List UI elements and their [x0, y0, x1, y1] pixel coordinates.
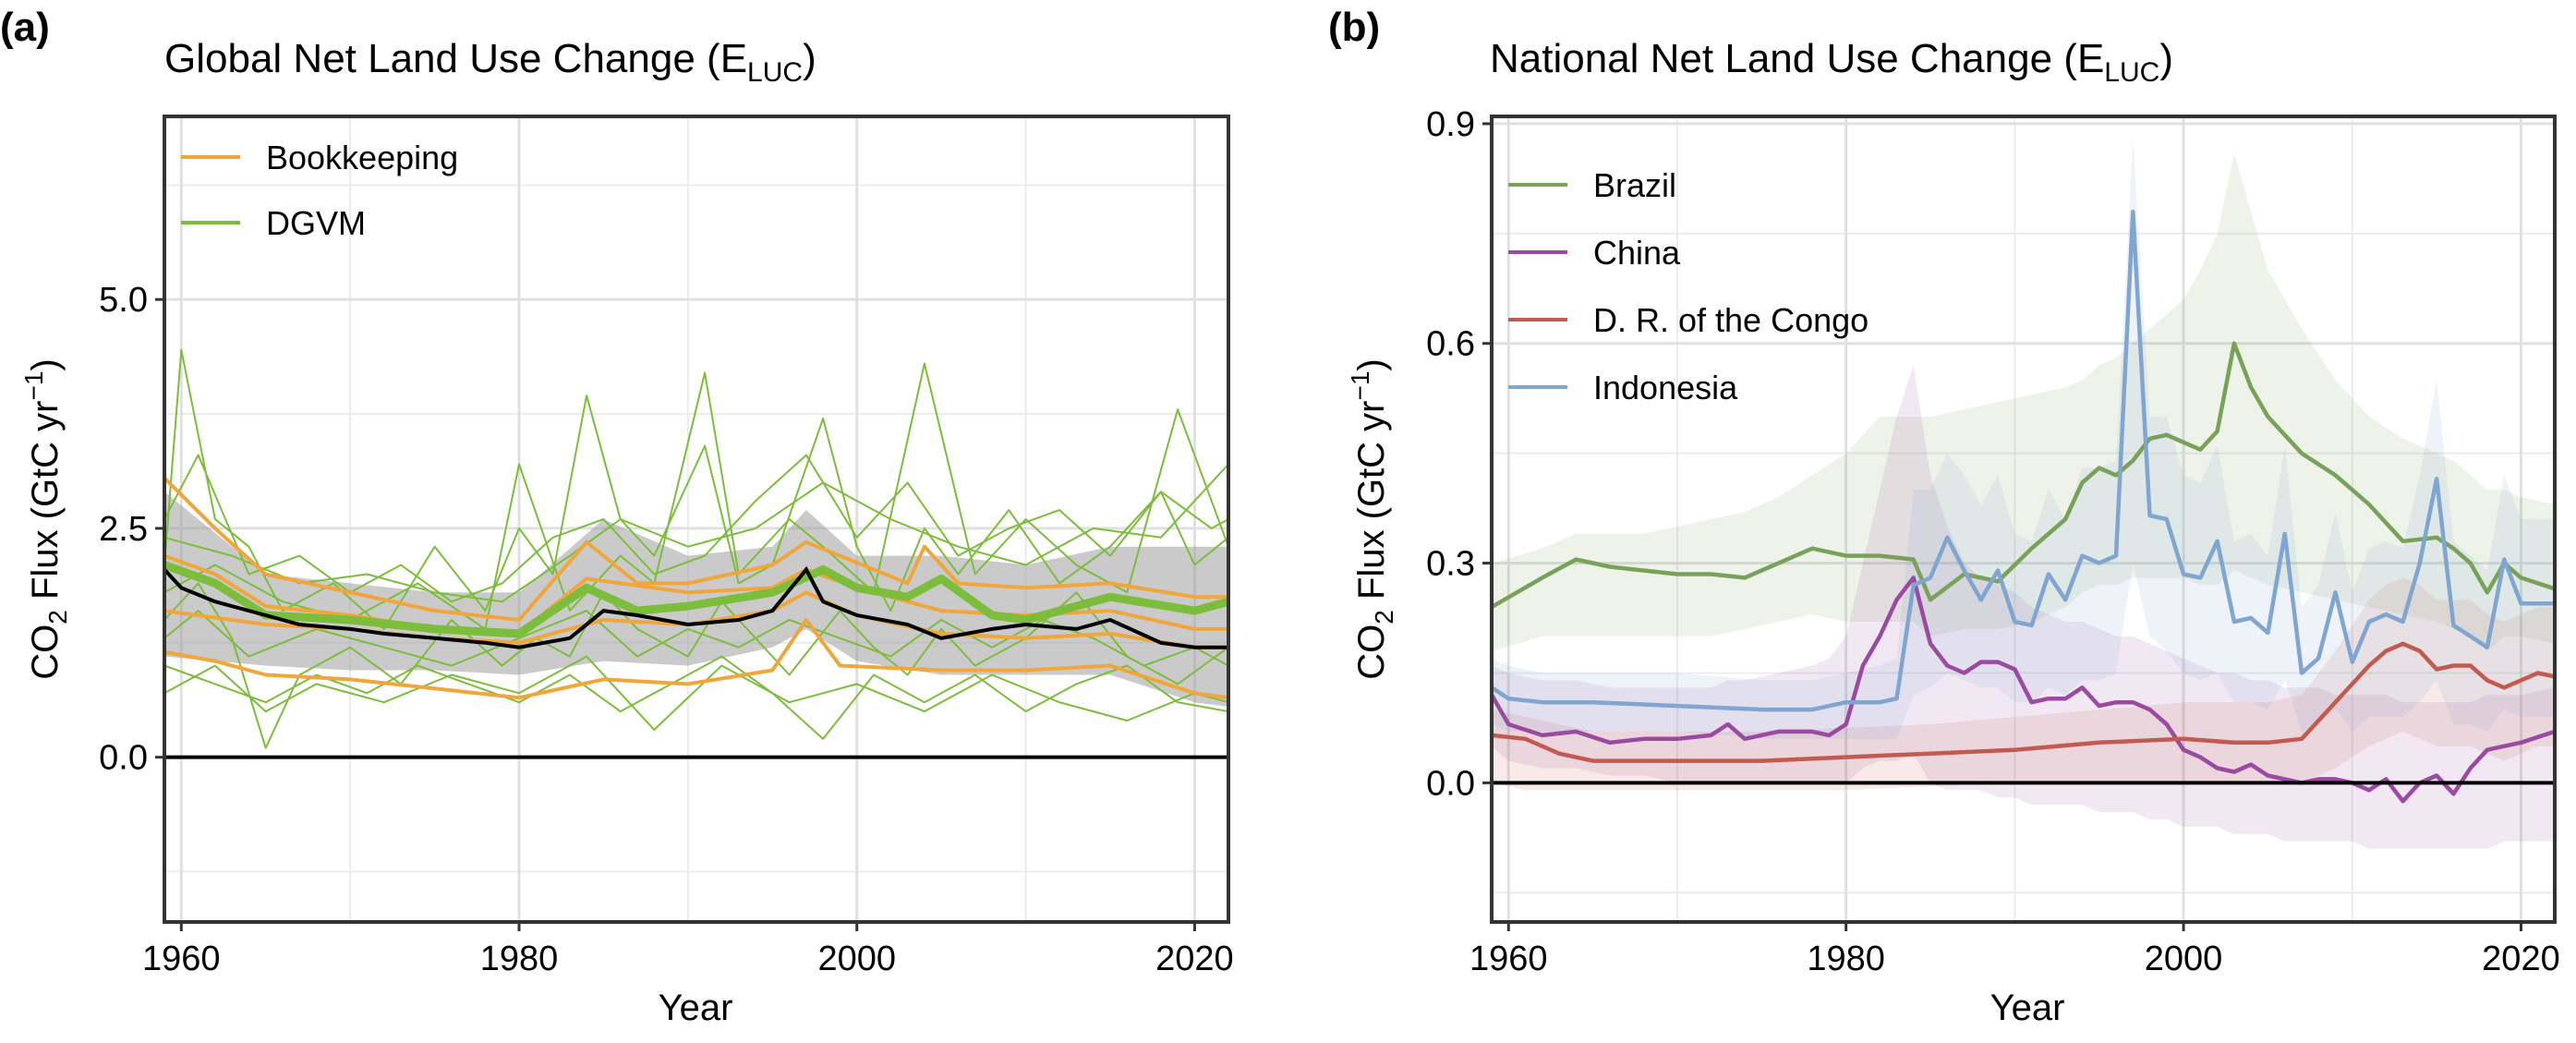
panel-a-y-tick-label: 5.0 [99, 281, 148, 320]
panel-b-plot-area: 1960 1980 2000 2020 0.0 0.3 0.6 0.9 Brazil China D… [1426, 105, 2560, 978]
panel-a-x-tick-label: 2000 [817, 940, 896, 978]
panel-b-grid [1492, 116, 2555, 922]
panel-a-x-axis-title: Year [659, 988, 733, 1028]
panel-a-series-dgvm-mean [164, 561, 1228, 638]
panel-a-frame [163, 115, 1230, 924]
panel-a-label: (a) [0, 5, 50, 50]
panel-a-series-dgvm-6 [164, 610, 1228, 667]
panel-b: (b) National Net Land Use Change (ELUC) … [1328, 5, 2560, 1028]
panel-a-series-dgvm-2 [164, 582, 1228, 749]
panel-b-band-china [1492, 365, 2555, 849]
panel-a-y-axis-title: CO2 Flux (GtC yr−1) [19, 358, 72, 680]
panel-b-series-d-r-of-the-congo [1492, 641, 2555, 763]
panel-b-legend-label-d-r-of-the-congo: D. R. of the Congo [1593, 301, 1869, 339]
panel-a-series-dgvm-1 [164, 348, 1228, 630]
panel-a-plot-background [164, 116, 1228, 922]
panel-a-x-tick-label: 2020 [1155, 940, 1234, 978]
panel-b-band-indonesia [1492, 138, 2555, 739]
panel-a-legend-label-dgvm: DGVM [266, 204, 366, 242]
panel-a-axis-ticks: 1960 1980 2000 2020 0.0 2.5 5.0 [99, 281, 1234, 978]
panel-a-series-dgvm-7 [164, 463, 1228, 603]
panel-b-x-tick-label: 1960 [1469, 940, 1548, 978]
panel-a-legend: Bookkeeping DGVM [181, 139, 458, 242]
panel-b-y-tick-label: 0.0 [1426, 764, 1475, 803]
panel-b-x-tick-label: 2020 [2482, 940, 2560, 978]
panel-b-x-tick-label: 1980 [1807, 940, 1885, 978]
panel-a-x-tick-label: 1960 [142, 940, 221, 978]
panel-b-legend: Brazil China D. R. of the Congo Indonesia [1508, 166, 1869, 406]
panel-b-label: (b) [1328, 5, 1380, 50]
panel-b-band-brazil [1492, 152, 2555, 651]
panel-a-y-tick-label: 2.5 [99, 510, 148, 549]
panel-b-x-axis-title: Year [1990, 988, 2065, 1028]
panel-a-series-dgvm-3 [164, 454, 1228, 603]
panel-a-legend-label-bookkeeping: Bookkeeping [266, 139, 458, 176]
panel-b-axis-ticks: 1960 1980 2000 2020 0.0 0.3 0.6 0.9 [1426, 105, 2560, 978]
panel-a: (a) Global Net Land Use Change (ELUC) CO… [0, 5, 1234, 1028]
panel-b-series-layer [1492, 138, 2555, 849]
panel-a-title: Global Net Land Use Change (ELUC) [164, 36, 816, 88]
panel-b-legend-label-brazil: Brazil [1593, 166, 1676, 204]
panel-b-series-china [1492, 576, 2555, 804]
panel-a-x-tick-label: 1980 [480, 940, 559, 978]
panel-b-frame [1490, 115, 2557, 924]
panel-a-series-dgvm-8 [164, 655, 1228, 731]
panel-b-plot-background [1492, 116, 2555, 922]
panel-a-series-bookkeeping [164, 476, 1228, 622]
panel-b-legend-label-china: China [1593, 234, 1681, 272]
panel-b-y-tick-label: 0.3 [1426, 545, 1475, 584]
panel-b-y-tick-label: 0.6 [1426, 325, 1475, 364]
panel-a-series-dgvm-4 [164, 655, 1228, 740]
panel-b-y-axis-title: CO2 Flux (GtC yr−1) [1346, 358, 1398, 680]
panel-a-series-layer [164, 348, 1228, 749]
panel-b-legend-label-indonesia: Indonesia [1593, 369, 1738, 406]
panel-a-series-bookkeeping-3 [164, 618, 1228, 700]
panel-a-series-bookkeeping-2 [164, 553, 1228, 636]
panel-a-plot-area: 1960 1980 2000 2020 0.0 2.5 5.0 Bookkeeping DGVM [99, 115, 1234, 978]
panel-b-series-brazil [1492, 341, 2555, 610]
panel-b-title: National Net Land Use Change (ELUC) [1490, 36, 2173, 88]
panel-b-y-tick-label: 0.9 [1426, 105, 1475, 144]
panel-a-mean-line [164, 565, 1228, 649]
panel-a-y-tick-label: 0.0 [99, 739, 148, 778]
panel-b-x-tick-label: 2000 [2145, 940, 2223, 978]
panel-b-series-indonesia [1492, 209, 2555, 712]
